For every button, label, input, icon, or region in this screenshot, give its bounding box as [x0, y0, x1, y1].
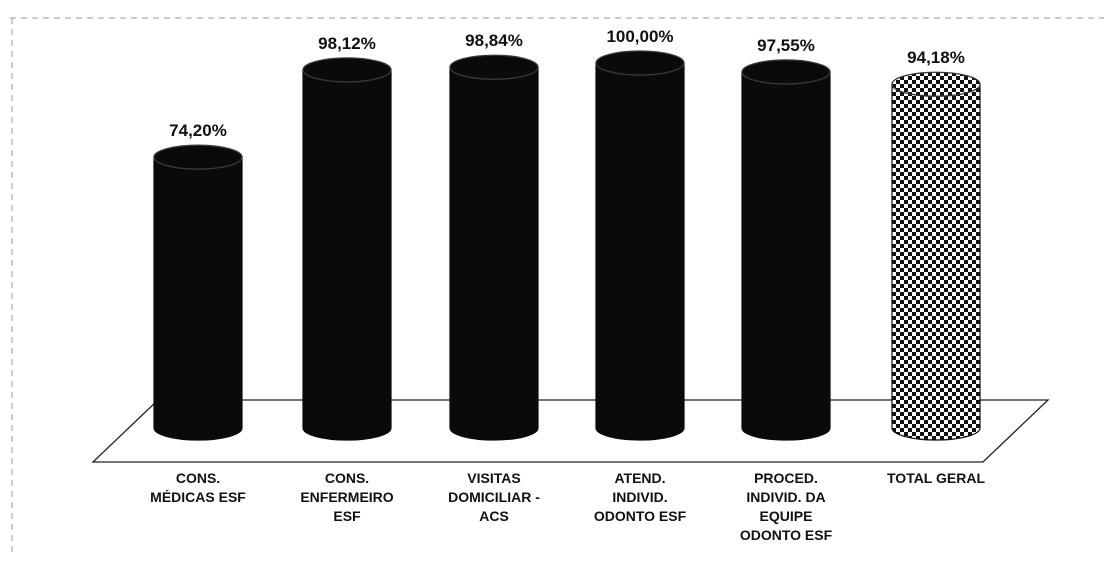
- category-label-total-geral: TOTAL GERAL: [861, 469, 1011, 488]
- data-label: 74,20%: [169, 121, 227, 140]
- category-label-line: PROCED.: [754, 470, 818, 486]
- data-label: 97,55%: [757, 36, 815, 55]
- bar-body: [153, 156, 243, 441]
- data-label: 98,84%: [465, 31, 523, 50]
- bar-top: [302, 57, 392, 83]
- category-label-line: VISITAS: [467, 470, 521, 486]
- category-label-line: TOTAL GERAL: [887, 470, 985, 486]
- bar-body: [449, 66, 539, 441]
- category-label-line: INDIVID.: [612, 489, 668, 505]
- bar-atend-individ-odonto-esf: [595, 50, 685, 441]
- bar-top: [595, 50, 685, 76]
- category-label-line: DOMICILIAR -: [448, 489, 540, 505]
- bar-top: [153, 144, 243, 170]
- bar-body: [302, 69, 392, 441]
- category-label-line: ODONTO ESF: [739, 527, 833, 543]
- category-label-line: INDIVID. DA: [746, 489, 826, 505]
- category-label-line: ACS: [479, 508, 509, 524]
- bar-proced-individ-da-equipe-odonto-esf: [741, 59, 831, 441]
- category-label-line: CONS.: [175, 470, 221, 486]
- category-label-line: ESF: [333, 508, 361, 524]
- category-label-line: EQUIPE: [759, 508, 813, 524]
- bar-top: [741, 59, 831, 85]
- bar-visitas-domiciliar-acs: [449, 54, 539, 441]
- bar-total-geral: [891, 71, 981, 441]
- data-label: 98,12%: [318, 34, 376, 53]
- category-label-line: ATEND.: [614, 470, 666, 486]
- bar-cons-medicas-esf: [153, 144, 243, 441]
- bar-body: [595, 62, 685, 441]
- category-label-cons-medicas-esf: CONS. MÉDICAS ESF: [123, 469, 273, 507]
- data-label: 94,18%: [907, 48, 965, 67]
- bar-top: [891, 71, 981, 97]
- category-label-atend-individ-odonto-esf: ATEND. INDIVID. ODONTO ESF: [565, 469, 715, 526]
- bar-body: [741, 71, 831, 441]
- category-label-line: MÉDICAS ESF: [150, 489, 246, 505]
- category-label-cons-enfermeiro-esf: CONS. ENFERMEIRO ESF: [272, 469, 422, 526]
- category-label-proced-individ-da-equipe-odonto-esf: PROCED. INDIVID. DA EQUIPE ODONTO ESF: [711, 469, 861, 545]
- bar-body: [891, 83, 981, 441]
- category-label-line: ENFERMEIRO: [300, 489, 394, 505]
- bar-top: [449, 54, 539, 80]
- data-label: 100,00%: [606, 27, 673, 46]
- category-label-line: ODONTO ESF: [593, 508, 687, 524]
- bar-cons-enfermeiro-esf: [302, 57, 392, 441]
- category-label-visitas-domiciliar-acs: VISITAS DOMICILIAR - ACS: [419, 469, 569, 526]
- category-label-line: CONS.: [324, 470, 370, 486]
